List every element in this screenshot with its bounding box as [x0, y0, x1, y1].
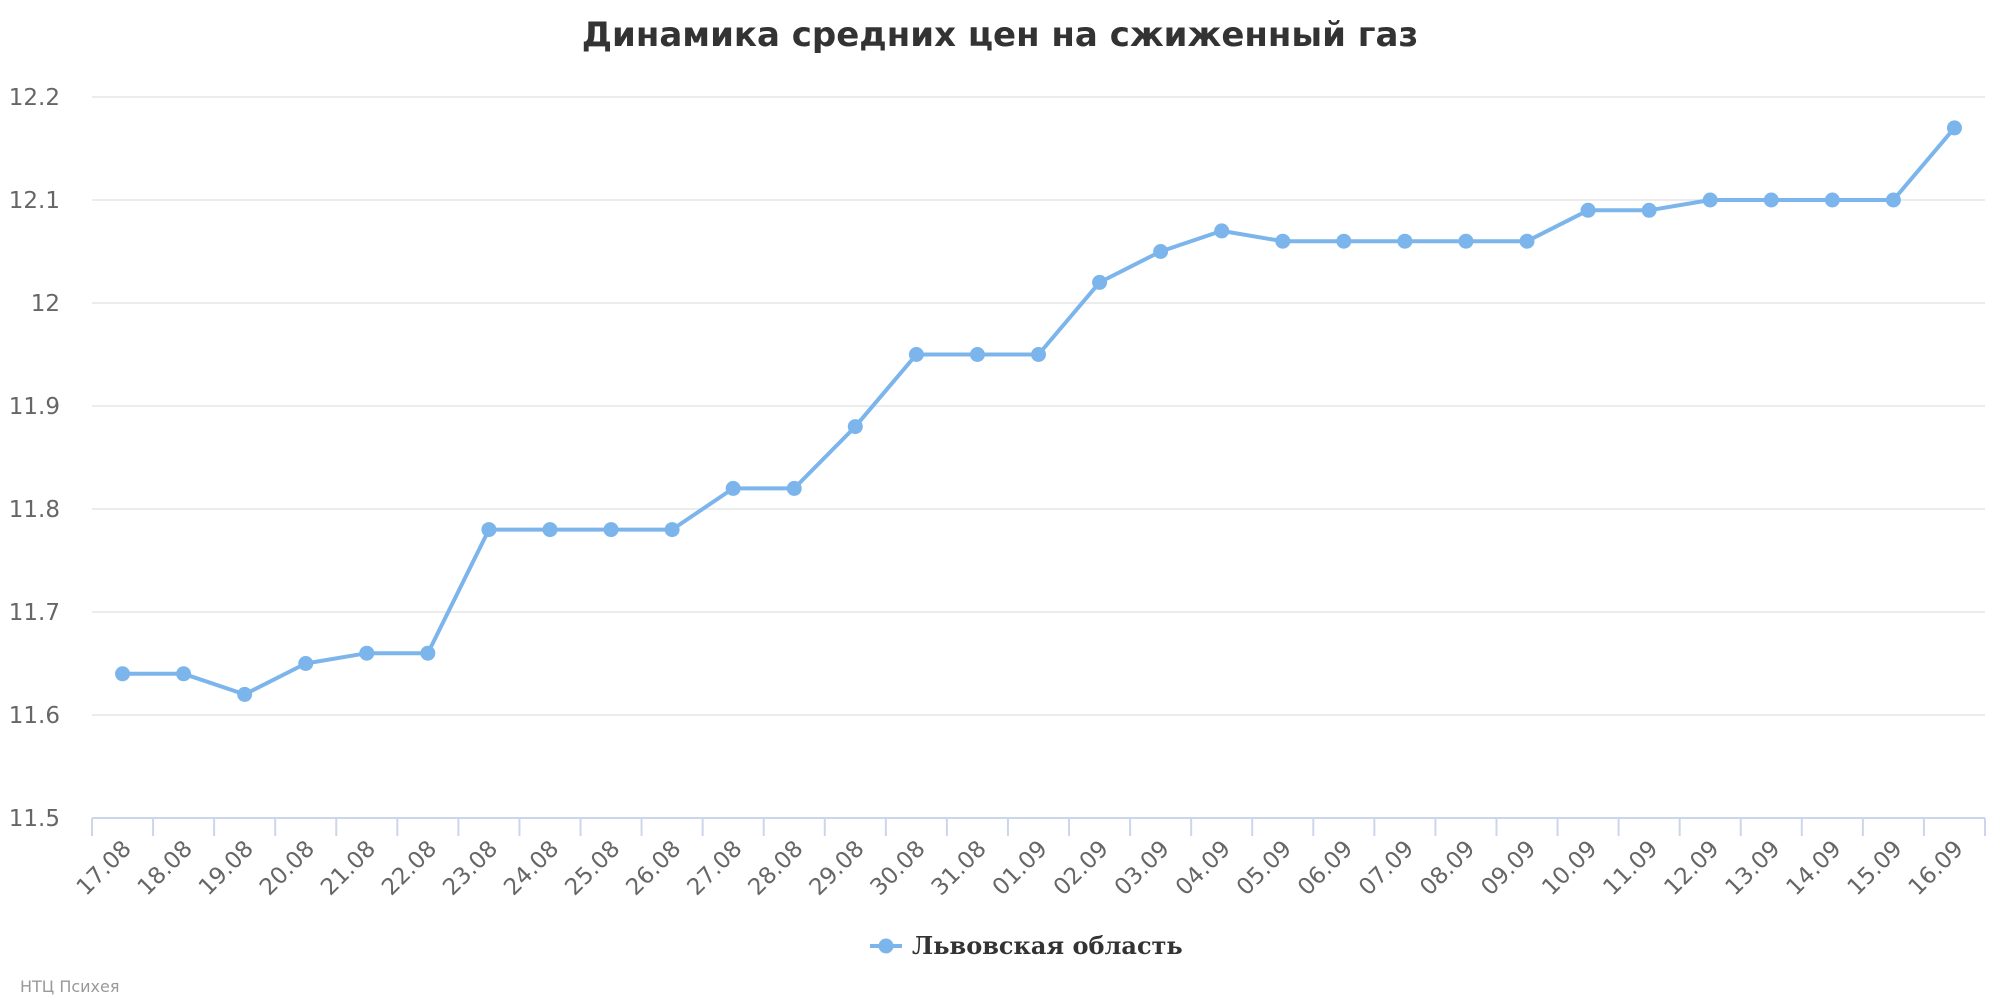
- x-axis-ticks: 17.0818.0819.0820.0821.0822.0823.0824.08…: [72, 836, 1969, 901]
- x-tick-label: 01.09: [988, 836, 1053, 901]
- credits-text[interactable]: НТЦ Психея: [20, 977, 119, 996]
- y-tick-label: 12: [31, 291, 60, 317]
- x-tick-label: 12.09: [1659, 836, 1724, 901]
- data-point[interactable]: [1397, 233, 1413, 249]
- x-tick-label: 29.08: [805, 836, 870, 901]
- data-point[interactable]: [1702, 192, 1718, 208]
- y-tick-label: 11.5: [9, 806, 60, 832]
- legend-label: Львовская область: [912, 931, 1183, 960]
- data-point[interactable]: [1031, 347, 1046, 362]
- x-tick-label: 10.09: [1537, 836, 1602, 901]
- data-point[interactable]: [1153, 244, 1169, 259]
- data-point[interactable]: [664, 522, 680, 538]
- x-axis: [91, 817, 1986, 836]
- series-lvivska: [115, 120, 1962, 702]
- x-tick-label: 18.08: [133, 836, 198, 901]
- x-tick-label: 28.08: [744, 836, 809, 901]
- x-tick-label: 22.08: [377, 836, 442, 901]
- x-tick-label: 20.08: [255, 836, 320, 901]
- x-tick-label: 19.08: [194, 836, 259, 901]
- grid-lines: [92, 96, 1985, 716]
- x-tick-label: 27.08: [682, 836, 747, 901]
- y-tick-label: 11.9: [9, 394, 60, 420]
- data-point[interactable]: [1946, 120, 1962, 136]
- series-line: [120, 125, 1957, 697]
- x-tick-label: 06.09: [1293, 836, 1358, 901]
- data-point[interactable]: [359, 645, 375, 661]
- y-tick-label: 12.1: [9, 188, 60, 214]
- data-point[interactable]: [1092, 274, 1108, 290]
- x-tick-label: 02.09: [1049, 836, 1114, 901]
- y-tick-label: 11.7: [9, 600, 60, 626]
- x-tick-label: 30.08: [866, 836, 931, 901]
- data-point[interactable]: [481, 522, 497, 538]
- y-axis-ticks: 11.5 11.6 11.7 11.8 11.9 12 12.1 12.2: [9, 85, 60, 832]
- x-tick-label: 31.08: [927, 836, 992, 901]
- x-tick-label: 09.09: [1476, 836, 1541, 901]
- data-point[interactable]: [1824, 192, 1840, 208]
- data-point[interactable]: [908, 347, 924, 362]
- x-tick-label: 17.08: [72, 836, 137, 901]
- x-tick-label: 21.08: [316, 836, 381, 901]
- data-point[interactable]: [420, 645, 436, 661]
- data-point[interactable]: [237, 686, 253, 702]
- data-point[interactable]: [1641, 202, 1657, 218]
- x-tick-label: 07.09: [1354, 836, 1419, 901]
- data-point[interactable]: [603, 522, 619, 538]
- x-tick-label: 08.09: [1415, 836, 1480, 901]
- data-point[interactable]: [1580, 202, 1596, 218]
- x-tick-label: 26.08: [621, 836, 686, 901]
- x-tick-label: 11.09: [1598, 836, 1663, 901]
- x-tick-label: 05.09: [1232, 836, 1297, 901]
- y-tick-label: 11.6: [9, 703, 60, 729]
- data-point[interactable]: [1763, 192, 1779, 208]
- y-tick-label: 11.8: [9, 497, 60, 523]
- x-tick-label: 15.09: [1843, 836, 1908, 901]
- data-point[interactable]: [786, 480, 802, 496]
- chart-title: Динамика средних цен на сжиженный газ: [582, 15, 1419, 55]
- legend[interactable]: Львовская область: [870, 931, 1183, 960]
- data-point[interactable]: [1519, 233, 1535, 249]
- data-point[interactable]: [847, 419, 863, 435]
- x-tick-label: 24.08: [499, 836, 564, 901]
- data-point[interactable]: [1214, 223, 1230, 239]
- data-point[interactable]: [542, 522, 558, 538]
- x-tick-label: 04.09: [1171, 836, 1236, 901]
- y-tick-label: 12.2: [9, 85, 60, 111]
- x-tick-label: 13.09: [1721, 836, 1786, 901]
- x-tick-label: 14.09: [1782, 836, 1847, 901]
- data-point[interactable]: [115, 666, 131, 682]
- data-point[interactable]: [1885, 192, 1901, 208]
- legend-marker-symbol: [878, 938, 894, 954]
- x-tick-label: 16.09: [1904, 836, 1969, 901]
- data-point[interactable]: [725, 480, 741, 496]
- data-point[interactable]: [176, 666, 192, 682]
- data-point[interactable]: [1458, 233, 1474, 249]
- data-point[interactable]: [298, 656, 314, 671]
- data-point[interactable]: [969, 347, 985, 362]
- data-point[interactable]: [1275, 233, 1291, 249]
- x-tick-label: 23.08: [438, 836, 503, 901]
- x-tick-label: 25.08: [560, 836, 625, 901]
- x-tick-label: 03.09: [1110, 836, 1175, 901]
- data-point[interactable]: [1336, 233, 1352, 249]
